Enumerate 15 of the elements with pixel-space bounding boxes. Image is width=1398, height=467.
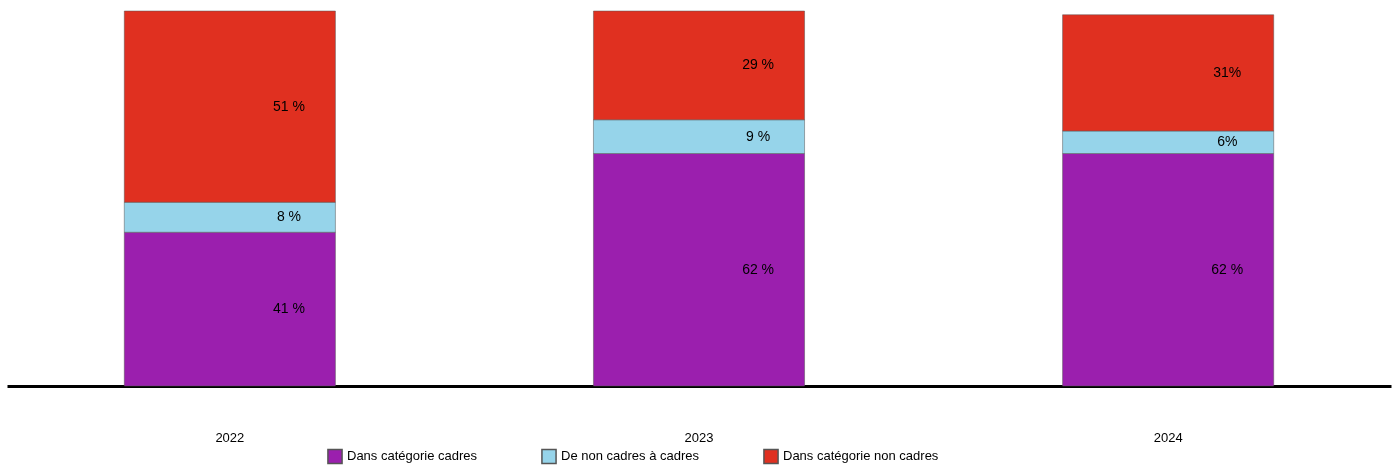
data-label: 51 % (273, 97, 305, 114)
data-label: 8 % (276, 208, 302, 225)
legend-label: De non cadres à cadres (561, 448, 700, 464)
legend-label: Dans catégorie non cadres (783, 448, 939, 464)
data-label: 9 % (746, 127, 771, 144)
x-tick-label: 2023 (684, 429, 714, 445)
x-tick-label: 2022 (215, 429, 245, 445)
legend-label: Dans catégorie cadres (347, 448, 478, 464)
data-label: 62 % (1211, 260, 1244, 277)
data-label: 29 % (742, 56, 775, 73)
x-tick-label: 2024 (1153, 429, 1183, 445)
data-label: 41 % (273, 300, 305, 317)
data-label: 31% (1213, 63, 1242, 80)
data-label: 6% (1217, 133, 1238, 150)
data-label: 62 % (742, 260, 775, 277)
